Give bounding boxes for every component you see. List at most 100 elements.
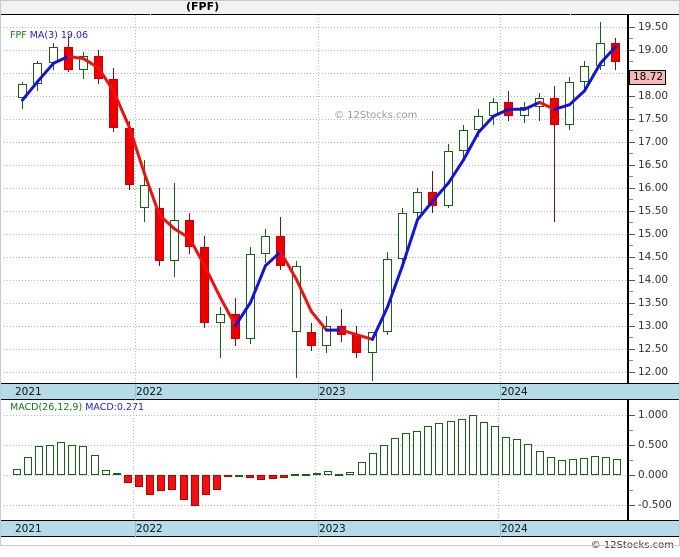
- price-gridline: [4, 188, 627, 189]
- candle-wick: [432, 171, 433, 213]
- macd-axis-label: -0.500: [638, 499, 672, 511]
- candle-wick: [341, 309, 342, 342]
- price-axis-label: 14.50: [638, 250, 669, 263]
- price-axis-tick: [629, 119, 635, 120]
- macd-histogram-bar: [480, 422, 488, 475]
- price-gridline: [4, 211, 627, 212]
- macd-histogram-bar: [68, 445, 76, 475]
- candle-body: [170, 219, 179, 262]
- price-axis-tick: [629, 280, 635, 281]
- price-gridline: [4, 27, 627, 28]
- price-axis-minor-tick: [629, 61, 633, 62]
- price-axis-minor-tick: [629, 38, 633, 39]
- price-axis-tick: [629, 257, 635, 258]
- price-gridline: [4, 280, 627, 281]
- price-gridline: [4, 96, 627, 97]
- macd-histogram-bar: [180, 475, 188, 501]
- candle-body: [292, 265, 301, 333]
- candle-body: [200, 247, 209, 324]
- title-bar-divider: [570, 0, 571, 15]
- price-axis-label: 18.00: [638, 89, 669, 102]
- macd-histogram-bar: [502, 437, 510, 475]
- macd-axis-tick: [629, 475, 635, 476]
- price-gridline: [4, 349, 627, 350]
- macd-histogram-bar: [257, 475, 265, 480]
- price-axis-label: 16.00: [638, 181, 669, 194]
- macd-histogram-bar: [458, 418, 466, 475]
- macd-axis-minor-tick: [629, 490, 633, 491]
- candle-body: [580, 65, 589, 82]
- x-axis-year-top: 2024: [501, 386, 528, 398]
- price-plot-area[interactable]: FPF MA(3) 19.06 © 12Stocks.com: [4, 15, 627, 383]
- price-axis-minor-tick: [629, 199, 633, 200]
- candle-body: [428, 192, 437, 206]
- macd-histogram-bar: [269, 475, 277, 480]
- price-axis-label: 16.50: [638, 158, 669, 171]
- macd-axis-minor-tick: [629, 460, 633, 461]
- price-axis-minor-tick: [629, 153, 633, 154]
- price-year-gridline: [135, 15, 136, 383]
- price-axis-label: 15.50: [638, 204, 669, 217]
- candle-body: [413, 192, 422, 213]
- price-axis-tick: [629, 303, 635, 304]
- macd-histogram-bar: [302, 473, 310, 476]
- macd-histogram-bar: [591, 456, 599, 475]
- page-title: (FPF): [186, 0, 220, 13]
- price-axis-label: 19.50: [638, 20, 669, 33]
- macd-axis-label: 0.500: [638, 439, 669, 451]
- macd-histogram-bar: [102, 470, 110, 475]
- macd-histogram-bar: [580, 458, 588, 475]
- macd-histogram-bar: [124, 475, 132, 483]
- macd-axis-tick: [629, 505, 635, 506]
- macd-histogram-bar: [35, 446, 43, 475]
- macd-histogram-bar: [358, 461, 366, 475]
- price-gridline: [4, 119, 627, 120]
- macd-histogram-bar: [135, 475, 143, 487]
- year-separator: [500, 384, 501, 400]
- price-axis-minor-tick: [629, 245, 633, 246]
- legend-symbol: FPF: [10, 30, 27, 41]
- last-price-tag: 18.72: [629, 70, 667, 86]
- macd-year-gridline: [315, 400, 316, 520]
- macd-histogram-bar: [424, 426, 432, 475]
- price-gridline: [4, 165, 627, 166]
- x-axis-years-bottom: 20212022202320242025: [0, 520, 680, 537]
- candle-wick: [539, 93, 540, 121]
- macd-histogram-bar: [513, 439, 521, 475]
- candle-body: [140, 185, 149, 209]
- year-separator: [318, 384, 319, 400]
- macd-legend: MACD(26,12,9) MACD:0.271: [10, 403, 144, 413]
- candle-wick: [554, 86, 555, 222]
- macd-histogram-bar: [369, 452, 377, 475]
- macd-histogram-bar: [146, 475, 154, 495]
- macd-histogram-bar: [335, 473, 343, 476]
- price-axis-label: 12.50: [638, 342, 669, 355]
- macd-y-axis: 1.000 0.500 0.000 -0.500: [627, 400, 680, 520]
- macd-axis-label: 0.000: [638, 469, 669, 481]
- price-axis-label: 19.00: [638, 43, 669, 56]
- candle-body: [216, 314, 225, 324]
- candle-body: [185, 219, 194, 248]
- macd-histogram-bar: [13, 469, 21, 475]
- candle-body: [474, 116, 483, 130]
- macd-histogram-bar: [491, 425, 499, 475]
- macd-axis-label: 1.000: [638, 409, 669, 421]
- price-axis-tick: [629, 211, 635, 212]
- macd-histogram-bar: [224, 475, 232, 477]
- x-axis-year-top: 2021: [15, 386, 42, 398]
- copyright-label: © 12Stocks.com: [590, 540, 674, 551]
- macd-histogram-bar: [569, 459, 577, 475]
- macd-plot-area[interactable]: MACD(26,12,9) MACD:0.271: [4, 400, 627, 520]
- macd-histogram-bar: [291, 474, 299, 477]
- price-axis-label: 14.00: [638, 273, 669, 286]
- candle-body: [322, 325, 331, 347]
- x-axis-year-bottom: 2022: [136, 523, 163, 535]
- price-gridline: [4, 234, 627, 235]
- macd-histogram-bar: [246, 475, 254, 478]
- price-axis-tick: [629, 50, 635, 51]
- price-axis-tick: [629, 349, 635, 350]
- macd-year-gridline: [133, 400, 134, 520]
- macd-histogram-bar: [447, 421, 455, 475]
- price-axis-minor-tick: [629, 337, 633, 338]
